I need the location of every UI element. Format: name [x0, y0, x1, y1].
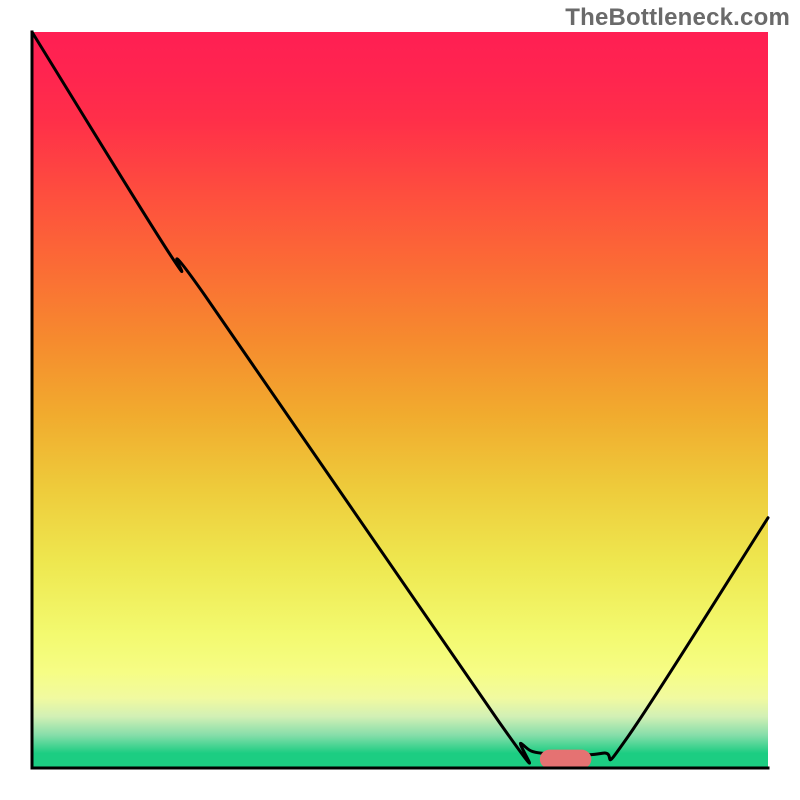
gradient-background	[32, 32, 768, 768]
chart-container: TheBottleneck.com	[0, 0, 800, 800]
bottleneck-chart	[0, 0, 800, 800]
watermark-text: TheBottleneck.com	[565, 4, 790, 32]
minimum-marker	[540, 750, 592, 769]
